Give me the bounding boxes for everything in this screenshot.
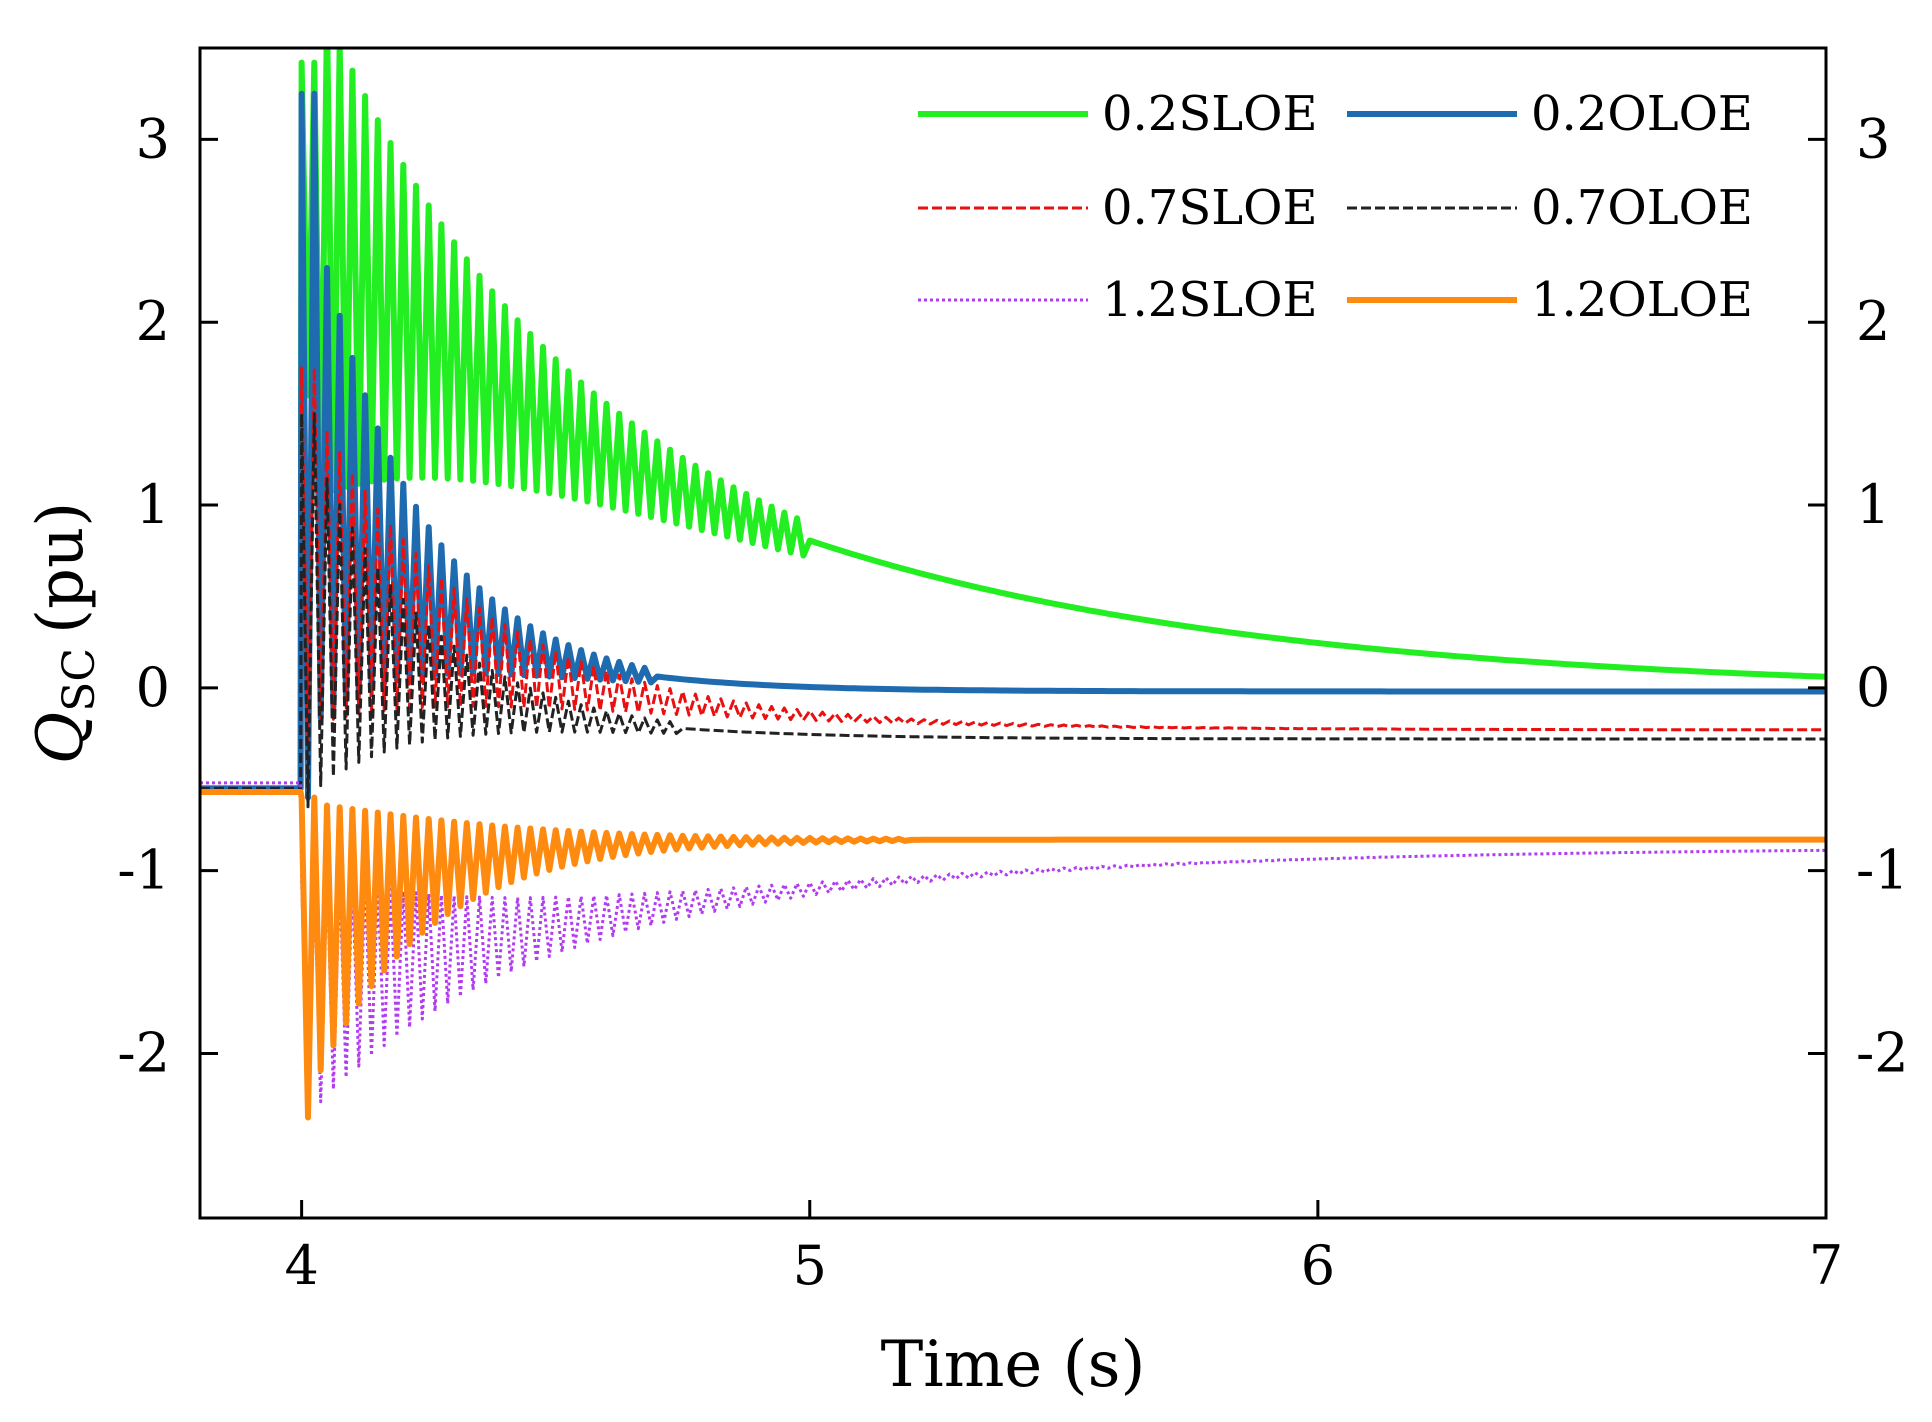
legend-label-0.2OLOE: 0.2OLOE [1531, 86, 1753, 142]
x-tick-label-6: 6 [1301, 1234, 1335, 1297]
y-tick-label-right--1: -1 [1856, 839, 1909, 902]
y-tick-label-right-0: 0 [1856, 656, 1890, 719]
y-tick-label-right-1: 1 [1856, 473, 1890, 536]
x-tick-label-4: 4 [284, 1234, 318, 1297]
series-line-1.2OLOE [200, 789, 1826, 1121]
y-tick-label-left-2: 2 [136, 290, 170, 353]
legend: 0.2SLOE 0.2OLOE 0.7SLOE 0.7OLOE 1.2SLOE 1.2OL… [918, 86, 1753, 328]
legend-label-1.2SLOE: 1.2SLOE [1102, 272, 1317, 328]
y-tick-label-right-2: 2 [1856, 290, 1890, 353]
y-axis-title-main: Q [24, 712, 98, 764]
y-tick-label-left-3: 3 [136, 107, 170, 170]
legend-label-0.7SLOE: 0.7SLOE [1102, 180, 1317, 236]
y-tick-label-right--2: -2 [1856, 1021, 1909, 1084]
ticks-layer: 4 5 6 7 -2 -2 -1 -1 0 0 1 1 2 2 3 3 [117, 107, 1908, 1297]
y-axis-title-sub: SC [54, 648, 105, 712]
y-tick-label-right-3: 3 [1856, 107, 1890, 170]
series-line-0.2OLOE [200, 90, 1826, 801]
x-axis-title: Time (s) [881, 1328, 1146, 1402]
series-layer [200, 48, 1826, 1121]
x-tick-label-7: 7 [1809, 1234, 1843, 1297]
y-axis-title: QSC (pu) [24, 502, 105, 764]
y-tick-label-left--1: -1 [117, 839, 170, 902]
plot-frame [198, 46, 1828, 1220]
y-axis-title-unit: (pu) [24, 502, 98, 634]
legend-label-0.2SLOE: 0.2SLOE [1102, 86, 1317, 142]
legend-label-0.7OLOE: 0.7OLOE [1531, 180, 1753, 236]
y-tick-label-left--2: -2 [117, 1021, 170, 1084]
legend-label-1.2OLOE: 1.2OLOE [1531, 272, 1753, 328]
x-tick-label-5: 5 [793, 1234, 827, 1297]
series-line-0.7OLOE [200, 412, 1826, 809]
series-line-0.2SLOE [200, 48, 1826, 792]
y-tick-label-left-1: 1 [136, 473, 170, 536]
y-tick-label-left-0: 0 [136, 656, 170, 719]
